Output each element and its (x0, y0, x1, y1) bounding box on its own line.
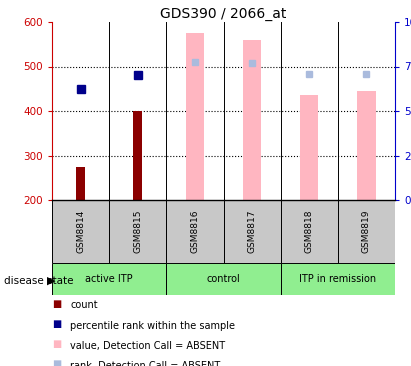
Bar (300, 96, 319, 200)
Bar (243, 40, 261, 200)
Bar (281, 200, 338, 263)
Bar (109, 200, 166, 263)
Text: active ITP: active ITP (85, 274, 133, 284)
Bar (76, 167, 85, 200)
Bar (52, 200, 109, 263)
Bar (281, 263, 395, 295)
Bar (338, 200, 395, 263)
Text: GSM8818: GSM8818 (305, 210, 314, 253)
Text: ITP in remission: ITP in remission (299, 274, 376, 284)
Text: GSM8816: GSM8816 (190, 210, 199, 253)
Text: ■: ■ (52, 319, 61, 329)
Text: GSM8815: GSM8815 (133, 210, 142, 253)
Text: percentile rank within the sample: percentile rank within the sample (71, 321, 236, 330)
Text: ■: ■ (52, 339, 61, 349)
Text: ■: ■ (52, 359, 61, 366)
Bar (166, 263, 281, 295)
Title: GDS390 / 2066_at: GDS390 / 2066_at (160, 7, 287, 21)
Bar (186, 33, 204, 200)
Text: count: count (71, 300, 98, 310)
Text: value, Detection Call = ABSENT: value, Detection Call = ABSENT (71, 341, 226, 351)
Text: disease state: disease state (4, 276, 74, 285)
Text: GSM8819: GSM8819 (362, 210, 371, 253)
Bar (357, 91, 376, 200)
Text: ■: ■ (52, 299, 61, 309)
Text: ▶: ▶ (47, 276, 56, 285)
Text: control: control (207, 274, 240, 284)
Bar (166, 200, 224, 263)
Text: GSM8817: GSM8817 (247, 210, 256, 253)
Bar (134, 111, 142, 200)
Text: rank, Detection Call = ABSENT: rank, Detection Call = ABSENT (71, 361, 221, 366)
Text: GSM8814: GSM8814 (76, 210, 85, 253)
Bar (224, 200, 281, 263)
Bar (52, 263, 166, 295)
